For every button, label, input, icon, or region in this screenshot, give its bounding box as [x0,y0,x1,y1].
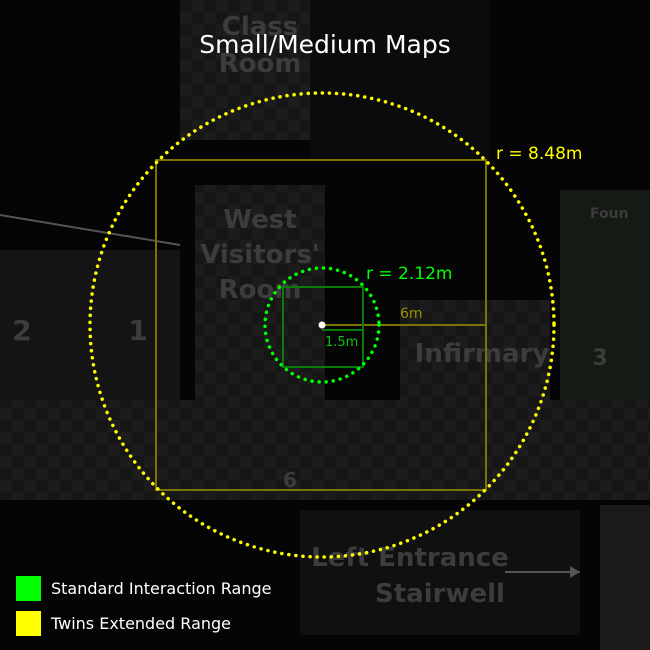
extended-range-swatch [16,611,41,636]
west-visitors-room-area [195,185,325,400]
number-2: 2 [12,314,31,347]
room-labels: Class Room West Visitors' Room Infirmary… [12,12,628,609]
number-3: 3 [592,346,607,371]
extended-range: 6m r = 8.48m [88,91,582,559]
west-visitors-label-2: Visitors' [200,240,320,270]
extended-range-label: Twins Extended Range [51,614,232,633]
corridor-area [310,0,490,160]
class-room-label-2: Room [219,49,302,79]
standard-range-label: Standard Interaction Range [51,579,272,598]
infirmary-area [400,300,550,400]
class-room-area [180,0,310,140]
hallway-area [0,400,650,500]
standard-range-circle [263,266,381,384]
player-position-marker [318,321,326,329]
class-room-label: Class [222,12,299,42]
left-entrance-label-2: Stairwell [375,579,505,609]
extended-range-circle [88,91,556,559]
stairwell-arrow-head [570,566,580,578]
page-title: Small/Medium Maps [199,30,451,59]
standard-range-square [282,286,364,368]
west-visitors-label: West [223,205,296,235]
number-1: 1 [128,314,147,347]
wall-line [0,214,181,246]
west-visitors-label-3: Room [219,275,302,305]
standard-radius-label: r = 2.12m [366,264,452,284]
standard-range-swatch [16,576,41,601]
left-room-area [0,250,180,400]
stairs-area [600,505,650,650]
left-entrance-label: Left Entrance [311,543,509,573]
extended-radius-label: r = 8.48m [496,144,582,164]
standard-half-side-label: 1.5m [325,335,358,350]
extended-half-side-label: 6m [400,306,423,322]
number-6: 6 [283,468,297,492]
standard-range: 1.5m r = 2.12m [263,264,452,384]
infirmary-label: Infirmary [415,339,550,369]
fountain-label: Foun [590,206,629,222]
legend-item-standard: Standard Interaction Range [16,576,271,601]
legend-item-extended: Twins Extended Range [16,611,231,636]
right-room-area [560,190,650,400]
